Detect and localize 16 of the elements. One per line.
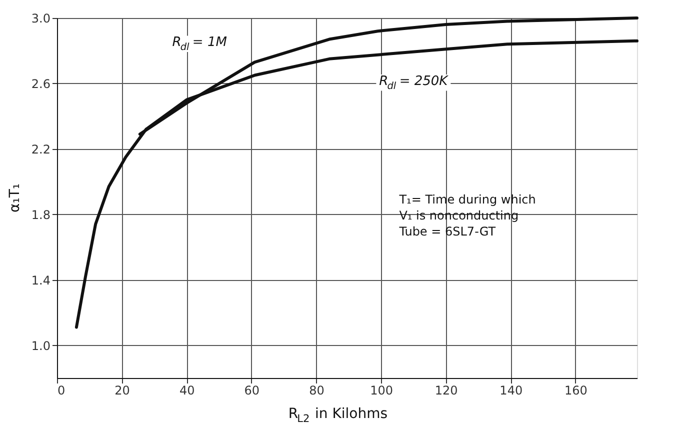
y-tick-label: 1.4: [31, 273, 50, 288]
x-tick-label: 40: [179, 384, 195, 398]
y-tick-label: 2.2: [31, 142, 50, 156]
x-tick-label: 0: [58, 384, 66, 398]
y-tick-label: 1.8: [31, 208, 50, 222]
y-tick-label: 1.0: [31, 338, 50, 353]
x-tick-label: 80: [309, 384, 324, 398]
y-tick-label: 2.6: [31, 76, 50, 91]
x-tick-label: 160: [564, 384, 588, 398]
x-tick-label: 140: [500, 384, 523, 398]
y-axis-title: α₁T₁: [7, 183, 23, 213]
x-tick-label: 100: [370, 384, 393, 398]
x-tick-label: 120: [434, 384, 458, 398]
x-tick-label: 20: [114, 384, 130, 398]
y-tick-label: 3.0: [31, 12, 50, 26]
x-tick-label: 60: [244, 384, 260, 398]
